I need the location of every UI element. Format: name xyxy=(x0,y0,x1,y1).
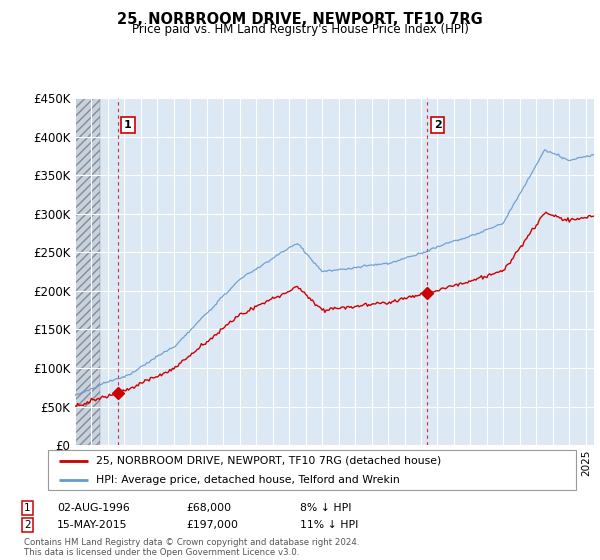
Bar xyxy=(75,98,100,445)
Bar xyxy=(75,98,100,445)
Text: 25, NORBROOM DRIVE, NEWPORT, TF10 7RG: 25, NORBROOM DRIVE, NEWPORT, TF10 7RG xyxy=(117,12,483,27)
Text: 25, NORBROOM DRIVE, NEWPORT, TF10 7RG (detached house): 25, NORBROOM DRIVE, NEWPORT, TF10 7RG (d… xyxy=(95,456,441,466)
Text: 15-MAY-2015: 15-MAY-2015 xyxy=(57,520,128,530)
Text: 11% ↓ HPI: 11% ↓ HPI xyxy=(300,520,358,530)
Text: Contains HM Land Registry data © Crown copyright and database right 2024.
This d: Contains HM Land Registry data © Crown c… xyxy=(24,538,359,557)
Text: 2: 2 xyxy=(434,120,442,130)
Text: 1: 1 xyxy=(124,120,132,130)
Text: £197,000: £197,000 xyxy=(186,520,238,530)
Text: 1: 1 xyxy=(24,503,31,513)
Text: £68,000: £68,000 xyxy=(186,503,231,513)
Text: HPI: Average price, detached house, Telford and Wrekin: HPI: Average price, detached house, Telf… xyxy=(95,475,399,485)
Text: 02-AUG-1996: 02-AUG-1996 xyxy=(57,503,130,513)
Text: Price paid vs. HM Land Registry's House Price Index (HPI): Price paid vs. HM Land Registry's House … xyxy=(131,23,469,36)
Text: 8% ↓ HPI: 8% ↓ HPI xyxy=(300,503,352,513)
Text: 2: 2 xyxy=(24,520,31,530)
